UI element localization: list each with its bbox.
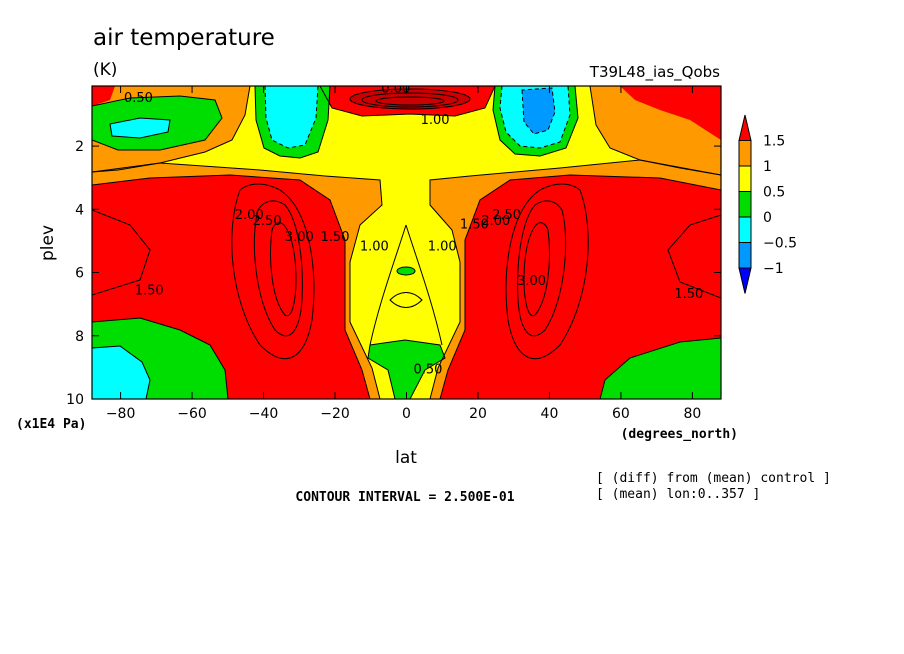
y-axis-label: plev — [38, 225, 58, 261]
colorbar-segment — [738, 216, 752, 243]
x-tick-label: −20 — [320, 406, 350, 422]
y-axis: 2 4 6 8 10 — [66, 139, 721, 408]
contour-label: 2.50 — [253, 214, 282, 229]
contour-label: 2.50 — [492, 208, 521, 223]
fill-cyan-top-mid-left — [265, 86, 318, 148]
y-tick-label: 8 — [75, 329, 84, 345]
colorbar-level-label: −1 — [763, 261, 784, 277]
fill-red-top-center-core — [350, 89, 470, 109]
colorbar-segment — [738, 140, 752, 167]
contour-interval: CONTOUR INTERVAL = 2.500E-01 — [295, 490, 514, 505]
y-tick-label: 4 — [75, 202, 84, 218]
y-tick-label: 10 — [66, 392, 84, 408]
contour-label: 2.00 — [481, 214, 510, 229]
fill-cyan-top-left — [110, 118, 170, 138]
colorbar: 1.5 1 0.5 0 −0.5 −1 — [738, 114, 797, 294]
contour-label: 3.00 — [517, 274, 546, 289]
colorbar-triangle-top — [738, 114, 752, 141]
x-tick-label: 80 — [683, 406, 701, 422]
y-tick-label: 6 — [75, 266, 84, 282]
chart-units: (K) — [93, 60, 117, 80]
contour-label: 1.50 — [135, 284, 164, 299]
x-tick-label: −60 — [177, 406, 207, 422]
x-axis-units: (degrees_north) — [621, 427, 738, 442]
colorbar-triangle-bottom — [738, 267, 752, 294]
colorbar-level-label: 0 — [763, 210, 772, 226]
y-axis-units: (x1E4 Pa) — [16, 417, 86, 432]
contour-label: 3.00 — [285, 230, 314, 245]
colorbar-segment — [738, 165, 752, 192]
fill-green-bottom-right — [600, 338, 721, 399]
info-line-2: [ (mean) lon:0..357 ] — [596, 487, 760, 502]
y-tick-label: 2 — [75, 139, 84, 155]
fill-green-bottom-center — [368, 340, 445, 399]
contour-lines — [92, 86, 721, 399]
colorbar-level-label: 1 — [763, 159, 772, 175]
fill-red-top-left — [92, 86, 115, 106]
x-axis: −80 −60 −40 −20 0 20 40 60 80 — [106, 86, 701, 422]
info-line-1: [ (diff) from (mean) control ] — [596, 471, 831, 486]
fill-blue-top-mid-right — [522, 88, 555, 134]
contour-label: 0.50 — [124, 91, 153, 106]
x-tick-label: 0 — [402, 406, 411, 422]
colorbar-level-label: −0.5 — [763, 236, 797, 252]
contour-label: 1.50 — [321, 230, 350, 245]
experiment-label: T39L48_ias_Qobs — [589, 63, 720, 82]
contour-label: 1.00 — [428, 239, 457, 254]
x-tick-label: 60 — [612, 406, 630, 422]
plot-area: 0.500.001.002.002.503.00 1.501.00 1.001.50… — [92, 81, 721, 399]
colorbar-level-label: 0.5 — [763, 185, 785, 201]
fill-green-center-dot — [397, 267, 415, 275]
fill-cyan-bottom-left — [92, 346, 150, 399]
x-tick-label: −40 — [249, 406, 279, 422]
contour-label: 1.50 — [460, 217, 489, 232]
x-tick-label: −80 — [106, 406, 136, 422]
x-tick-label: 40 — [541, 406, 559, 422]
contour-label: 1.00 — [421, 113, 450, 128]
contour-label: 0.50 — [413, 363, 442, 378]
fill-red-top-right — [620, 86, 721, 140]
contour-label: 1.00 — [360, 239, 389, 254]
contour-label: 0.00 — [381, 81, 410, 96]
contour-label: 2.00 — [235, 208, 264, 223]
colorbar-segment — [738, 242, 752, 269]
x-tick-label: 20 — [469, 406, 487, 422]
colorbar-level-label: 1.5 — [763, 134, 785, 150]
contour-label: 1.50 — [674, 287, 703, 302]
chart-title: air temperature — [93, 25, 275, 51]
contour-labels: 0.500.001.002.002.503.00 1.501.00 1.001.50… — [124, 81, 703, 378]
x-axis-label: lat — [395, 448, 417, 468]
fill-red-right — [440, 175, 721, 399]
colorbar-segment — [738, 191, 752, 218]
